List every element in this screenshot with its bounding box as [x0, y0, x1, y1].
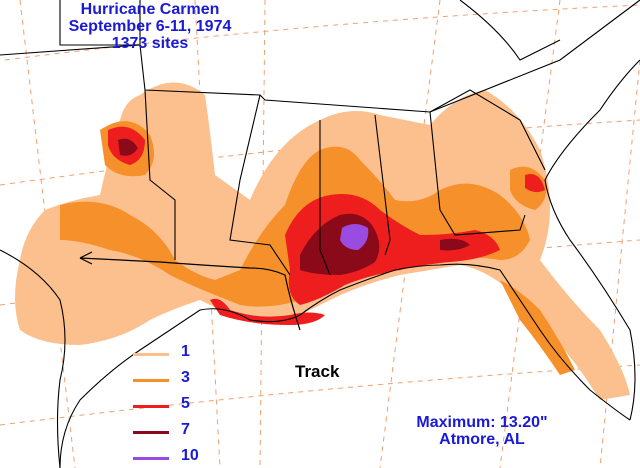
border-mid-states	[0, 0, 640, 113]
graticule-lon-5	[499, 0, 561, 468]
gulf-coastline	[59, 263, 631, 468]
map-title: Hurricane Carmen	[80, 1, 220, 18]
maximum-value: Maximum: 13.20"	[416, 414, 548, 431]
track-arrowhead	[79, 251, 93, 265]
border-ms-al	[319, 120, 331, 276]
graticule-lat-4	[0, 364, 640, 426]
border-ar-la	[229, 94, 291, 276]
maximum-location: Atmore, AL	[439, 431, 525, 448]
legend-swatch-1	[133, 353, 169, 356]
map-subtitle-dates: September 6-11, 1974	[68, 18, 232, 35]
atlantic-coastline	[544, 59, 640, 421]
graticule-lon-1	[19, 0, 76, 468]
legend-label-10: 10	[181, 447, 199, 464]
mexico-border	[0, 249, 66, 468]
graticule-lon-6	[599, 59, 640, 468]
lakes-border	[459, 0, 561, 61]
map-subtitle-sites: 1373 sites	[111, 35, 189, 52]
legend-swatch-3	[133, 379, 169, 382]
legend-swatch-10	[133, 457, 169, 460]
graticule-lon-4	[379, 0, 441, 468]
border-ok-tx	[144, 89, 176, 260]
rain-contour-10	[340, 224, 369, 250]
legend-label-1: 1	[181, 343, 190, 360]
legend-label-5: 5	[181, 395, 190, 412]
legend-swatch-7	[133, 431, 169, 434]
border-al-ga	[374, 114, 391, 256]
track-line	[79, 257, 301, 331]
hurricane-track	[79, 251, 301, 331]
track-label: Track	[295, 362, 340, 381]
legend-label-3: 3	[181, 369, 190, 386]
border-ga-fl	[429, 111, 526, 236]
legend-swatch-5	[133, 405, 169, 408]
border-ga-sc	[429, 89, 546, 171]
legend-label-7: 7	[181, 421, 190, 438]
